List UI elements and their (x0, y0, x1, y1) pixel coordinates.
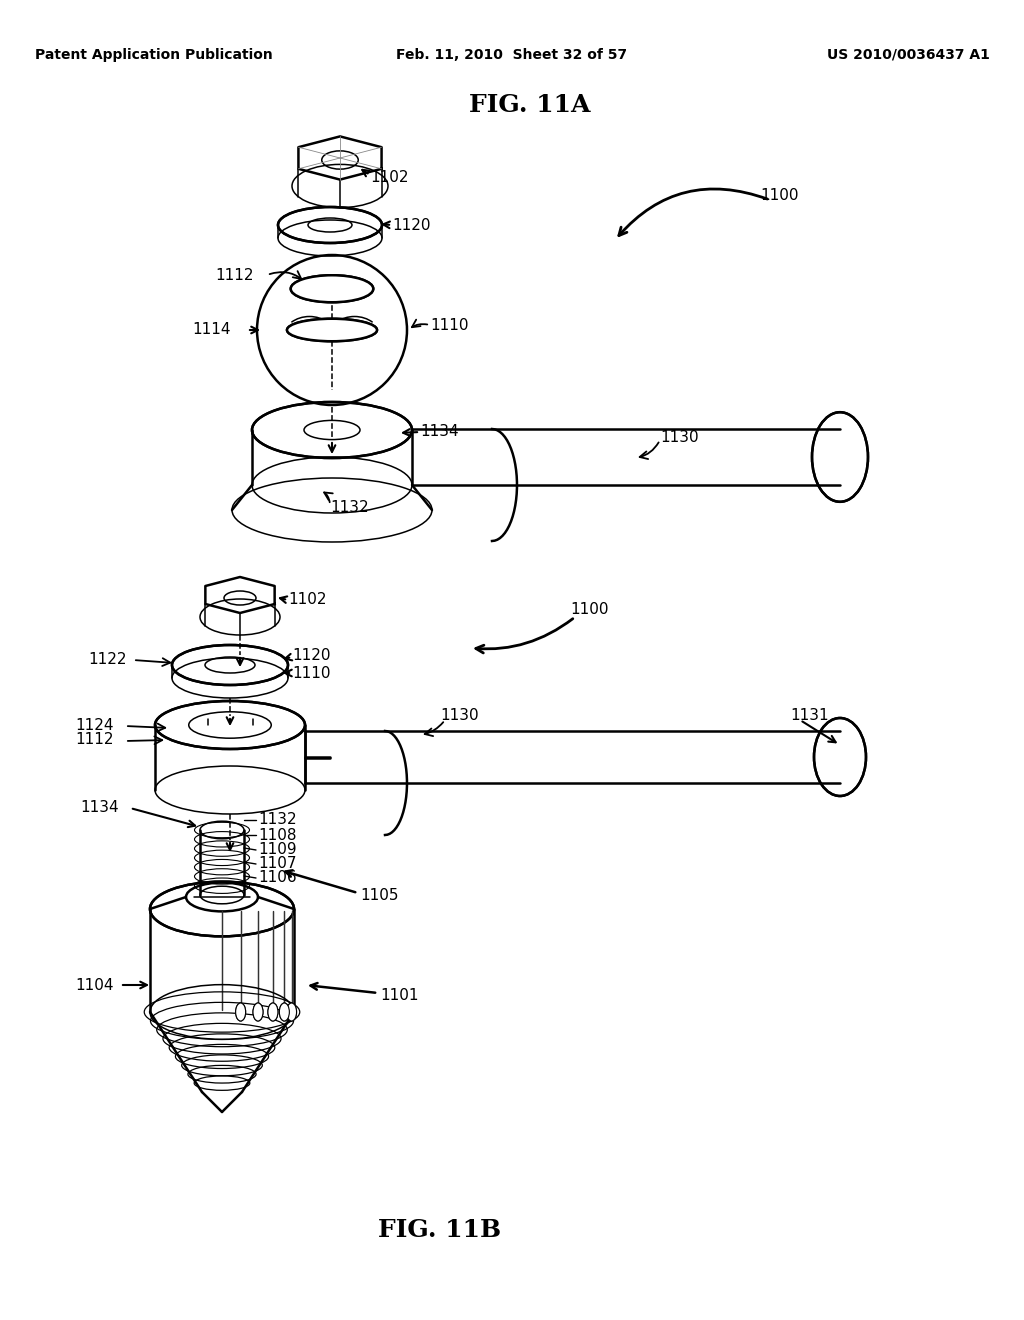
Text: 1122: 1122 (88, 652, 127, 668)
Text: 1100: 1100 (760, 187, 799, 202)
Text: 1134: 1134 (420, 425, 459, 440)
Text: 1109: 1109 (258, 842, 297, 858)
Text: 1102: 1102 (288, 593, 327, 607)
Ellipse shape (186, 883, 258, 911)
Text: 1110: 1110 (430, 318, 469, 333)
Text: 1112: 1112 (215, 268, 254, 282)
Text: 1134: 1134 (80, 800, 119, 816)
Text: FIG. 11A: FIG. 11A (469, 92, 591, 117)
Ellipse shape (280, 1003, 290, 1020)
Text: 1130: 1130 (440, 708, 478, 722)
Text: 1108: 1108 (258, 828, 297, 842)
Ellipse shape (150, 882, 294, 936)
Ellipse shape (278, 207, 382, 243)
Text: 1132: 1132 (258, 813, 297, 828)
Text: 1105: 1105 (360, 888, 398, 903)
Text: US 2010/0036437 A1: US 2010/0036437 A1 (827, 48, 990, 62)
Text: 1124: 1124 (75, 718, 114, 733)
Text: Feb. 11, 2010  Sheet 32 of 57: Feb. 11, 2010 Sheet 32 of 57 (396, 48, 628, 62)
Text: 1107: 1107 (258, 857, 297, 871)
Text: 1120: 1120 (392, 218, 430, 232)
Ellipse shape (236, 1003, 246, 1020)
Ellipse shape (812, 412, 868, 502)
Text: Patent Application Publication: Patent Application Publication (35, 48, 272, 62)
Text: 1106: 1106 (258, 870, 297, 886)
Ellipse shape (287, 1003, 297, 1020)
Ellipse shape (287, 318, 377, 342)
Ellipse shape (252, 403, 412, 458)
Ellipse shape (287, 1003, 297, 1020)
Ellipse shape (280, 1003, 290, 1020)
Ellipse shape (155, 701, 305, 748)
Ellipse shape (268, 1003, 278, 1020)
Text: 1102: 1102 (370, 170, 409, 186)
Ellipse shape (236, 1003, 246, 1020)
Text: 1104: 1104 (75, 978, 114, 993)
Ellipse shape (253, 1003, 263, 1020)
Ellipse shape (814, 718, 866, 796)
Ellipse shape (291, 276, 374, 302)
Ellipse shape (172, 645, 288, 685)
Ellipse shape (268, 1003, 278, 1020)
Text: FIG. 11B: FIG. 11B (379, 1218, 502, 1242)
Text: 1114: 1114 (193, 322, 230, 338)
Text: 1101: 1101 (380, 987, 419, 1002)
Ellipse shape (253, 1003, 263, 1020)
Text: 1112: 1112 (75, 733, 114, 747)
Text: 1110: 1110 (292, 665, 331, 681)
Text: 1100: 1100 (570, 602, 608, 618)
Text: 1131: 1131 (790, 708, 828, 722)
Text: 1132: 1132 (330, 500, 369, 516)
Text: 1130: 1130 (660, 430, 698, 446)
Text: 1120: 1120 (292, 648, 331, 664)
